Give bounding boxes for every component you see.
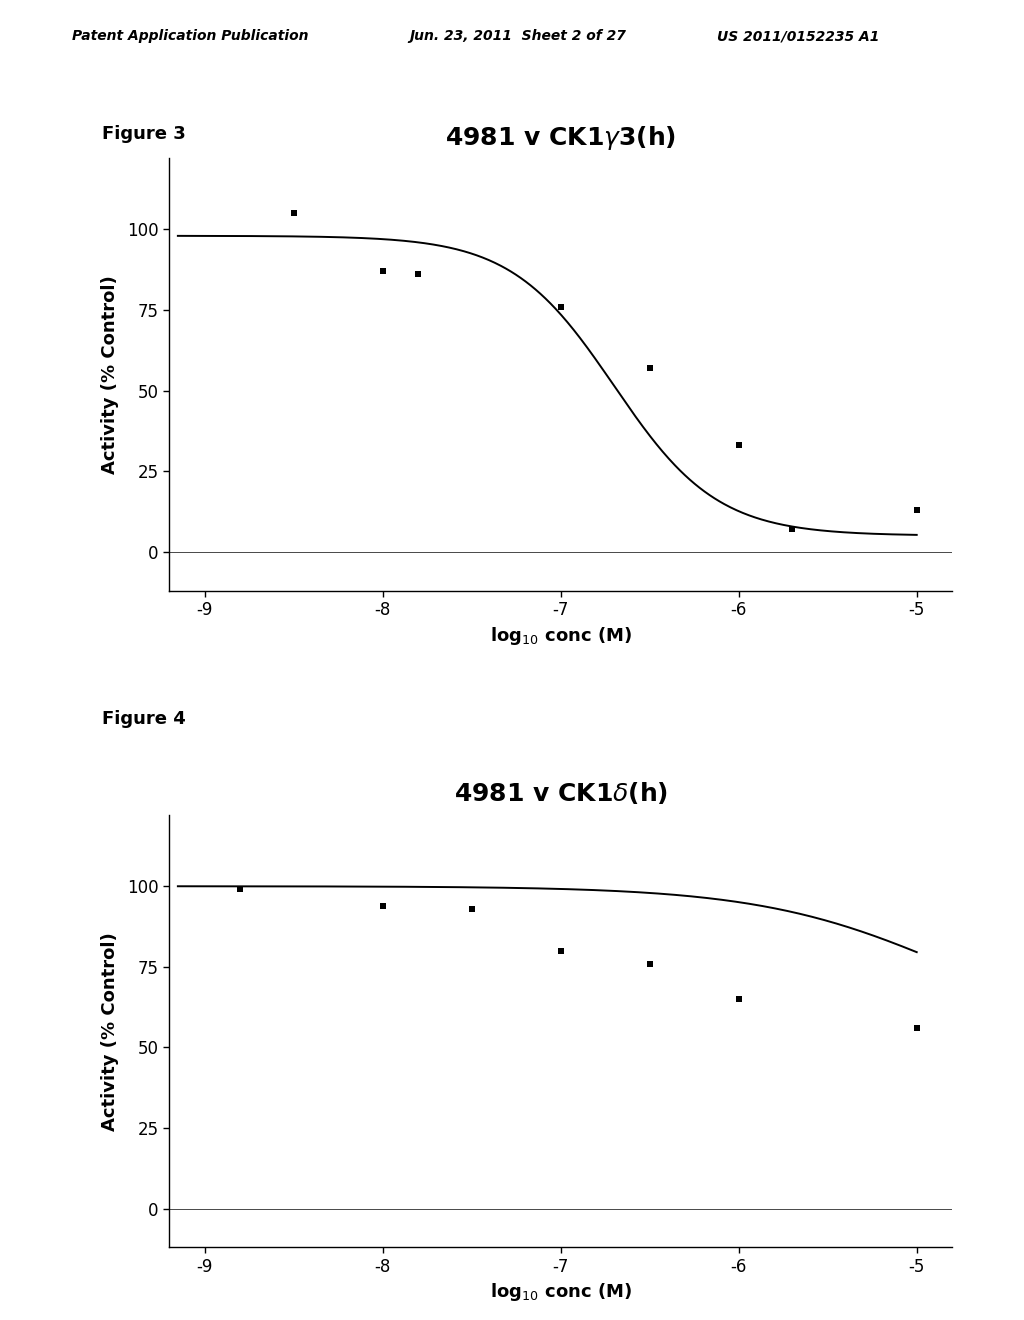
Point <box>641 953 657 974</box>
Point <box>730 434 746 455</box>
Point <box>552 940 568 961</box>
Point <box>784 519 801 540</box>
Point <box>552 296 568 317</box>
Point <box>464 898 480 919</box>
X-axis label: log$_{10}$ conc (M): log$_{10}$ conc (M) <box>489 624 632 647</box>
Y-axis label: Activity (% Control): Activity (% Control) <box>100 275 119 474</box>
X-axis label: log$_{10}$ conc (M): log$_{10}$ conc (M) <box>489 1282 632 1303</box>
Text: Figure 4: Figure 4 <box>102 710 186 729</box>
Title: 4981 v CK1$\gamma$3(h): 4981 v CK1$\gamma$3(h) <box>445 124 676 152</box>
Text: Jun. 23, 2011  Sheet 2 of 27: Jun. 23, 2011 Sheet 2 of 27 <box>410 29 627 44</box>
Point <box>908 1018 925 1039</box>
Point <box>375 261 391 282</box>
Point <box>286 203 302 224</box>
Title: 4981 v CK1$\delta$(h): 4981 v CK1$\delta$(h) <box>454 780 668 807</box>
Point <box>908 499 925 520</box>
Y-axis label: Activity (% Control): Activity (% Control) <box>100 932 119 1131</box>
Text: Patent Application Publication: Patent Application Publication <box>72 29 308 44</box>
Point <box>730 989 746 1010</box>
Text: Figure 3: Figure 3 <box>102 125 186 144</box>
Point <box>641 358 657 379</box>
Text: US 2011/0152235 A1: US 2011/0152235 A1 <box>717 29 880 44</box>
Point <box>232 879 249 900</box>
Point <box>410 264 426 285</box>
Point <box>375 895 391 916</box>
